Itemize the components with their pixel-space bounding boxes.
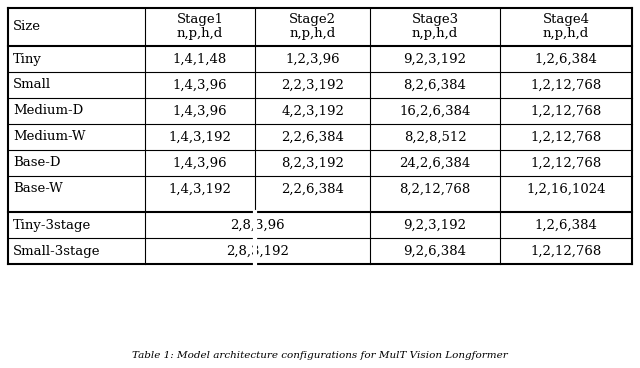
Text: 8,2,12,768: 8,2,12,768 — [399, 183, 470, 195]
Text: 1,4,3,96: 1,4,3,96 — [173, 105, 227, 117]
Text: 1,2,12,768: 1,2,12,768 — [531, 105, 602, 117]
Text: 1,4,3,96: 1,4,3,96 — [173, 156, 227, 170]
Text: Base-D: Base-D — [13, 156, 61, 170]
Text: 8,2,8,512: 8,2,8,512 — [404, 131, 467, 144]
Text: 1,4,1,48: 1,4,1,48 — [173, 53, 227, 66]
Text: Tiny-3stage: Tiny-3stage — [13, 219, 92, 231]
Text: 1,2,6,384: 1,2,6,384 — [534, 53, 597, 66]
Text: 9,2,3,192: 9,2,3,192 — [403, 219, 467, 231]
Text: Base-W: Base-W — [13, 183, 63, 195]
Text: 1,4,3,192: 1,4,3,192 — [168, 183, 232, 195]
Text: 2,8,3,192: 2,8,3,192 — [226, 244, 289, 258]
Text: Stage3: Stage3 — [412, 14, 459, 26]
Text: Medium-D: Medium-D — [13, 105, 83, 117]
Text: n,p,h,d: n,p,h,d — [412, 28, 458, 40]
Text: 1,2,6,384: 1,2,6,384 — [534, 219, 597, 231]
Text: 2,2,3,192: 2,2,3,192 — [281, 78, 344, 92]
Text: 1,4,3,192: 1,4,3,192 — [168, 131, 232, 144]
Text: 24,2,6,384: 24,2,6,384 — [399, 156, 470, 170]
Text: Stage2: Stage2 — [289, 14, 336, 26]
Text: 1,2,12,768: 1,2,12,768 — [531, 131, 602, 144]
Text: 1,2,12,768: 1,2,12,768 — [531, 244, 602, 258]
Text: 9,2,3,192: 9,2,3,192 — [403, 53, 467, 66]
Text: 1,2,16,1024: 1,2,16,1024 — [526, 183, 605, 195]
Text: 16,2,6,384: 16,2,6,384 — [399, 105, 470, 117]
Text: n,p,h,d: n,p,h,d — [177, 28, 223, 40]
Text: 8,2,6,384: 8,2,6,384 — [404, 78, 467, 92]
Text: Stage1: Stage1 — [177, 14, 223, 26]
Text: Medium-W: Medium-W — [13, 131, 86, 144]
Text: n,p,h,d: n,p,h,d — [289, 28, 335, 40]
Text: Small-3stage: Small-3stage — [13, 244, 100, 258]
Text: 4,2,3,192: 4,2,3,192 — [281, 105, 344, 117]
Text: Small: Small — [13, 78, 51, 92]
Text: 9,2,6,384: 9,2,6,384 — [403, 244, 467, 258]
Text: 1,2,12,768: 1,2,12,768 — [531, 78, 602, 92]
Text: Tiny: Tiny — [13, 53, 42, 66]
Text: Table 1: Model architecture configurations for MulT Vision Longformer: Table 1: Model architecture configuratio… — [132, 351, 508, 361]
Text: Stage4: Stage4 — [543, 14, 589, 26]
Text: n,p,h,d: n,p,h,d — [543, 28, 589, 40]
Text: 2,8,3,96: 2,8,3,96 — [230, 219, 285, 231]
Text: 1,4,3,96: 1,4,3,96 — [173, 78, 227, 92]
Text: Size: Size — [13, 21, 41, 33]
Text: 1,2,12,768: 1,2,12,768 — [531, 156, 602, 170]
Text: 2,2,6,384: 2,2,6,384 — [281, 183, 344, 195]
Text: 2,2,6,384: 2,2,6,384 — [281, 131, 344, 144]
Text: 8,2,3,192: 8,2,3,192 — [281, 156, 344, 170]
Text: 1,2,3,96: 1,2,3,96 — [285, 53, 340, 66]
